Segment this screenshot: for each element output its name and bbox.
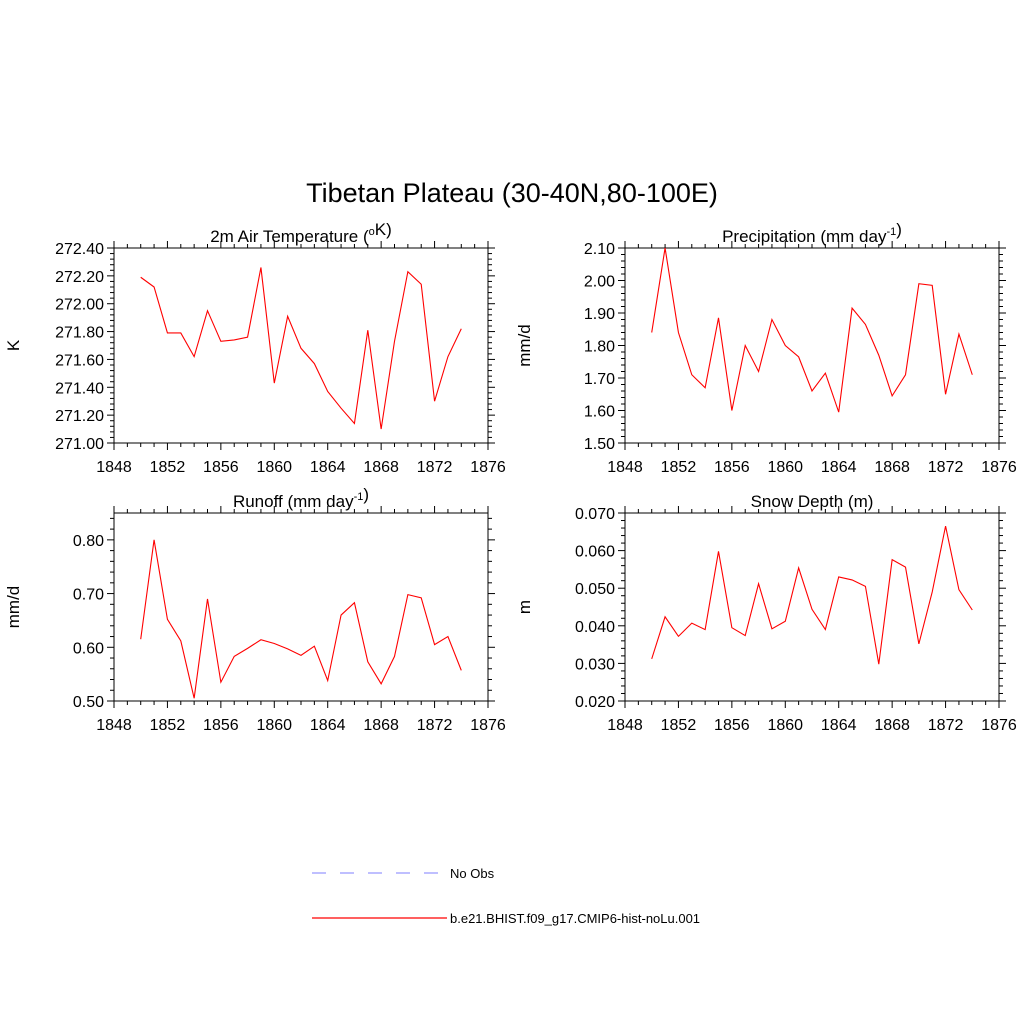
x-tick-label: 1872 bbox=[928, 717, 964, 734]
y-tick-label: 272.00 bbox=[55, 297, 104, 314]
figure-title: Tibetan Plateau (30-40N,80-100E) bbox=[306, 178, 718, 208]
x-tick-label: 1864 bbox=[310, 717, 346, 734]
y-tick-label: 272.20 bbox=[55, 269, 104, 286]
y-axis-label: K bbox=[4, 339, 23, 351]
y-axis-label: m bbox=[515, 600, 534, 614]
y-tick-label: 1.70 bbox=[584, 371, 615, 388]
x-tick-label: 1856 bbox=[203, 459, 239, 476]
y-tick-label: 0.060 bbox=[575, 544, 615, 561]
y-tick-label: 0.070 bbox=[575, 506, 615, 523]
panel-title: Runoff (mm day-1) bbox=[233, 485, 369, 511]
y-tick-label: 1.50 bbox=[584, 436, 615, 453]
x-tick-label: 1876 bbox=[470, 717, 506, 734]
x-tick-label: 1860 bbox=[767, 459, 803, 476]
x-tick-label: 1856 bbox=[203, 717, 239, 734]
x-tick-label: 1868 bbox=[874, 717, 910, 734]
x-tick-label: 1872 bbox=[928, 459, 964, 476]
series-line-snow-depth bbox=[651, 526, 973, 665]
panel-title: Precipitation (mm day-1) bbox=[722, 220, 902, 246]
x-tick-label: 1868 bbox=[363, 459, 399, 476]
y-tick-label: 271.20 bbox=[55, 408, 104, 425]
x-tick-label: 1848 bbox=[96, 717, 132, 734]
x-tick-label: 1868 bbox=[874, 459, 910, 476]
y-tick-label: 0.70 bbox=[73, 587, 104, 604]
x-tick-label: 1876 bbox=[470, 459, 506, 476]
x-tick-label: 1864 bbox=[310, 459, 346, 476]
x-tick-label: 1856 bbox=[714, 717, 750, 734]
legend-label-no-obs: No Obs bbox=[450, 866, 495, 881]
x-tick-label: 1864 bbox=[821, 717, 857, 734]
y-tick-label: 1.90 bbox=[584, 306, 615, 323]
panel-title: 2m Air Temperature (oK) bbox=[210, 220, 392, 246]
y-tick-label: 271.00 bbox=[55, 436, 104, 453]
x-tick-label: 1876 bbox=[981, 459, 1017, 476]
x-tick-label: 1860 bbox=[256, 459, 292, 476]
y-tick-label: 272.40 bbox=[55, 241, 104, 258]
panel-title: Snow Depth (m) bbox=[751, 492, 874, 511]
chart-panels: 1848 1852 1856 1860 1864 1868 1872 1876 271.00 27… bbox=[4, 220, 1017, 734]
x-tick-label: 1872 bbox=[417, 717, 453, 734]
x-tick-label: 1860 bbox=[256, 717, 292, 734]
series-line-temperature bbox=[140, 267, 462, 430]
y-tick-label: 0.040 bbox=[575, 619, 615, 636]
y-tick-label: 0.030 bbox=[575, 656, 615, 673]
x-tick-label: 1852 bbox=[150, 717, 186, 734]
y-tick-label: 0.80 bbox=[73, 533, 104, 550]
x-tick-label: 1848 bbox=[607, 717, 643, 734]
x-tick-label: 1860 bbox=[767, 717, 803, 734]
x-tick-label: 1848 bbox=[96, 459, 132, 476]
x-tick-label: 1876 bbox=[981, 717, 1017, 734]
series-line-runoff bbox=[140, 539, 462, 699]
y-tick-label: 271.80 bbox=[55, 325, 104, 342]
x-tick-label: 1852 bbox=[150, 459, 186, 476]
panel-snow-depth: 1848 1852 1856 1860 1864 1868 1872 1876 0.020 0.0… bbox=[515, 492, 1017, 734]
y-axis-label: mm/d bbox=[515, 324, 534, 367]
y-tick-label: 271.60 bbox=[55, 352, 104, 369]
x-tick-label: 1856 bbox=[714, 459, 750, 476]
series-line-precipitation bbox=[651, 247, 973, 413]
y-tick-label: 0.50 bbox=[73, 694, 104, 711]
x-tick-label: 1872 bbox=[417, 459, 453, 476]
y-tick-label: 0.020 bbox=[575, 694, 615, 711]
x-tick-label: 1864 bbox=[821, 459, 857, 476]
y-tick-label: 271.40 bbox=[55, 380, 104, 397]
x-tick-label: 1868 bbox=[363, 717, 399, 734]
panel-temperature: 1848 1852 1856 1860 1864 1868 1872 1876 271.00 27… bbox=[4, 220, 506, 476]
y-tick-label: 0.050 bbox=[575, 581, 615, 598]
y-tick-label: 1.80 bbox=[584, 339, 615, 356]
legend: No Obs b.e21.BHIST.f09_g17.CMIP6-hist-no… bbox=[312, 866, 700, 926]
y-tick-label: 0.60 bbox=[73, 640, 104, 657]
panel-precipitation: 1848 1852 1856 1860 1864 1868 1872 1876 1.50 1.60… bbox=[515, 220, 1017, 476]
panel-runoff: 1848 1852 1856 1860 1864 1868 1872 1876 0.50 0.60… bbox=[4, 485, 506, 734]
y-tick-label: 1.60 bbox=[584, 404, 615, 421]
x-tick-label: 1852 bbox=[661, 717, 697, 734]
x-tick-label: 1852 bbox=[661, 459, 697, 476]
x-tick-label: 1848 bbox=[607, 459, 643, 476]
y-tick-label: 2.10 bbox=[584, 241, 615, 258]
legend-label-model: b.e21.BHIST.f09_g17.CMIP6-hist-noLu.001 bbox=[450, 911, 700, 926]
y-axis-label: mm/d bbox=[4, 586, 23, 629]
y-tick-label: 2.00 bbox=[584, 274, 615, 291]
